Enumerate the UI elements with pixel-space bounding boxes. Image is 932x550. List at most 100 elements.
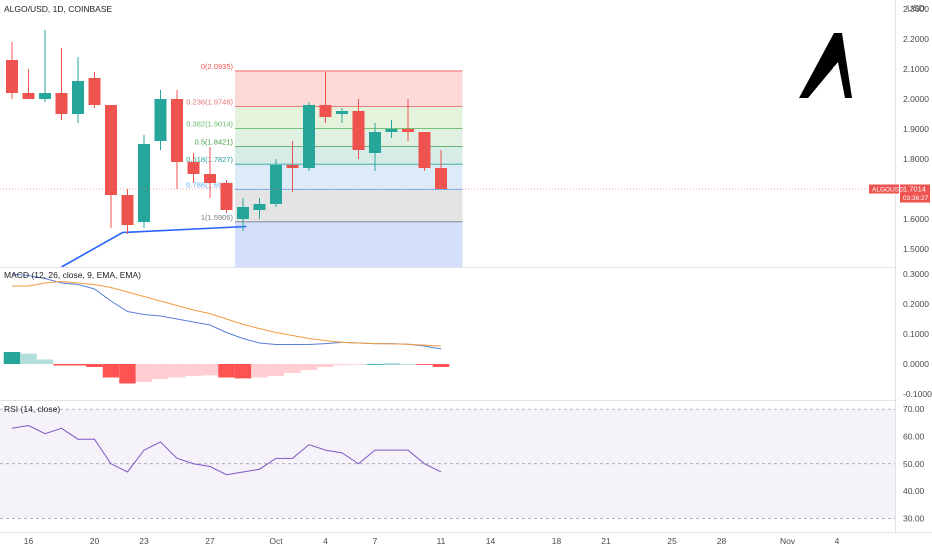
price-tick-label: 2.3000 [903, 4, 929, 14]
macd-label: MACD (12, 26, close, 9, EMA, EMA) [4, 270, 141, 280]
candle-down [402, 129, 414, 132]
time-tick-label: 28 [717, 536, 727, 546]
candle-down [105, 105, 117, 195]
macd-tick-label: 0.2000 [903, 299, 929, 309]
time-tick-label: Oct [269, 536, 283, 546]
rsi-pane[interactable]: RSI (14, close) [0, 400, 895, 519]
price-tag-countdown: 03:36:27 [903, 195, 929, 202]
candle-down [121, 195, 134, 225]
macd-histogram-bar [53, 364, 70, 366]
price-tick-label: 1.9000 [903, 124, 929, 134]
candle-up [138, 144, 150, 222]
price-tick-label: 2.0000 [903, 94, 929, 104]
candle-down [22, 93, 35, 99]
candlesticks [6, 30, 447, 234]
macd-histogram-bar [399, 364, 417, 365]
macd-histogram-bar [416, 364, 433, 365]
fib-zone [235, 146, 463, 165]
fib-level-label: 0.236(1.9748) [186, 98, 233, 107]
candle-up [336, 111, 348, 114]
macd-pane[interactable]: MACD (12, 26, close, 9, EMA, EMA) [0, 267, 895, 384]
macd-histogram-bar [152, 364, 169, 379]
fib-level-label: 1(1.5906) [201, 213, 234, 222]
time-axis[interactable]: 16 20 23 27 Oct 4 7 11 14 18 21 25 28 Nov 4 [0, 532, 932, 547]
macd-histogram-bar [3, 352, 21, 364]
candle-down [418, 132, 431, 168]
time-tick-label: 14 [486, 536, 496, 546]
macd-line [11, 273, 442, 350]
macd-tick-label: 0.3000 [903, 269, 929, 279]
candle-down [187, 162, 200, 174]
time-tick-label: 20 [90, 536, 100, 546]
macd-histogram-bar [168, 364, 186, 378]
time-tick-label: 21 [601, 536, 611, 546]
price-tick-label: 2.2000 [903, 34, 929, 44]
time-tick-label: 11 [437, 536, 446, 546]
fib-zone [235, 128, 463, 147]
rsi-tick-label: 60.00 [903, 431, 925, 441]
candle-up [154, 99, 167, 141]
trend-line-segment [61, 225, 247, 268]
candle-down [6, 60, 18, 93]
macd-histogram-bar [383, 363, 400, 365]
macd-histogram-bar [36, 359, 54, 364]
fib-zone [235, 189, 463, 222]
chart-title: ALGO/USD, 1D, COINBASE [4, 4, 112, 14]
macd-histogram [3, 352, 450, 384]
price-tick-label: 1.5000 [903, 244, 929, 254]
macd-histogram-bar [69, 364, 87, 366]
price-tick-label: 2.1000 [903, 64, 929, 74]
price-tag-value: 1.7014 [903, 185, 926, 194]
macd-histogram-bar [185, 364, 202, 376]
macd-tick-label: 0.1000 [903, 329, 929, 339]
fib-zone [235, 221, 463, 267]
rsi-tick-label: 70.00 [903, 404, 925, 414]
candle-up [303, 105, 315, 168]
price-axis[interactable]: USD 2.3000 2.2000 2.1000 2.0000 1.9000 1.8000… [869, 0, 932, 532]
algorand-logo [799, 33, 852, 98]
macd-histogram-bar [201, 364, 219, 376]
rsi-grid [0, 408, 895, 519]
fib-zone [235, 106, 463, 129]
price-pane[interactable]: 0(2.0935) 0.236(1.9748) 0.382(1.9014) 0.5(1… [0, 4, 895, 268]
candle-up [369, 132, 381, 153]
time-tick-label: 7 [373, 536, 378, 546]
macd-histogram-bar [432, 364, 450, 367]
time-tick-label: 27 [205, 536, 215, 546]
fib-level-label: 0.382(1.9014) [186, 120, 233, 129]
price-tick-label: 1.6000 [903, 214, 929, 224]
macd-tick-label: 0.0000 [903, 359, 929, 369]
macd-histogram-bar [234, 364, 252, 379]
currency-label: USD [907, 3, 925, 13]
macd-tick-label: -0.1000 [903, 389, 932, 399]
macd-histogram-bar [218, 364, 235, 378]
candle-up [385, 129, 398, 132]
candle-down [55, 93, 68, 114]
candle-down [435, 168, 447, 189]
macd-histogram-bar [366, 364, 384, 365]
macd-histogram-bar [333, 364, 351, 366]
candle-up [253, 204, 266, 210]
fib-zone [235, 70, 463, 107]
macd-histogram-bar [300, 364, 318, 370]
time-tick-label: 4 [835, 536, 840, 546]
macd-histogram-bar [350, 364, 367, 365]
rsi-line [11, 425, 442, 476]
rsi-tick-label: 30.00 [903, 513, 925, 523]
rsi-label: RSI (14, close) [4, 404, 60, 414]
candle-down [319, 105, 332, 117]
macd-histogram-bar [284, 364, 301, 373]
macd-histogram-bar [102, 364, 120, 378]
rsi-line-path [11, 425, 442, 476]
time-tick-label: 23 [139, 536, 149, 546]
candle-up [270, 165, 282, 204]
rsi-tick-label: 40.00 [903, 486, 925, 496]
fib-level-label: 0(2.0935) [201, 62, 234, 71]
candle-up [72, 81, 84, 114]
trend-line[interactable] [61, 225, 247, 268]
price-tick-label: 1.8000 [903, 154, 929, 164]
macd-histogram-bar [135, 364, 153, 382]
candle-down [204, 174, 216, 183]
candle-down [220, 183, 233, 210]
